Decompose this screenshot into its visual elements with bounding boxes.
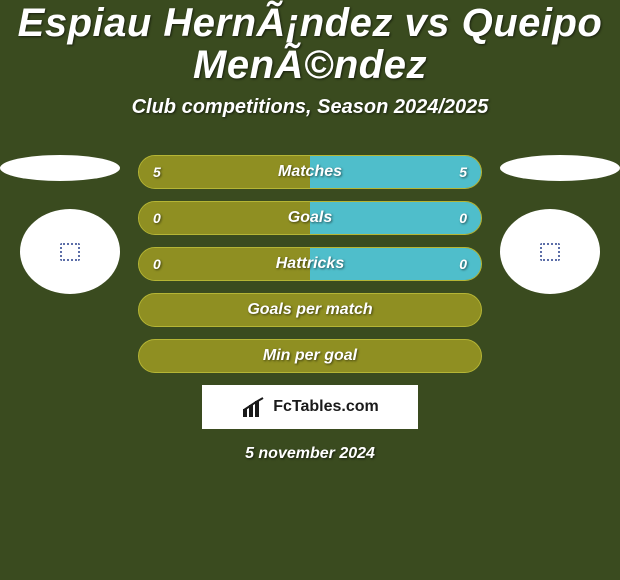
stat-fill-right xyxy=(310,202,481,234)
bars-icon xyxy=(241,397,267,417)
stat-value-right: 0 xyxy=(459,256,467,272)
player-left-badge xyxy=(20,209,120,294)
stat-label: Hattricks xyxy=(276,255,344,273)
stat-label: Min per goal xyxy=(263,347,357,365)
stat-value-left: 0 xyxy=(153,256,161,272)
player-right-badge xyxy=(500,209,600,294)
shirt-icon xyxy=(60,243,80,261)
stat-label: Matches xyxy=(278,163,342,181)
stat-value-left: 0 xyxy=(153,210,161,226)
stat-value-right: 0 xyxy=(459,210,467,226)
stat-row: Min per goal xyxy=(138,339,482,373)
comparison-card: Espiau HernÃ¡ndez vs Queipo MenÃ©ndez Cl… xyxy=(0,0,620,580)
date-text: 5 november 2024 xyxy=(0,445,620,463)
stat-fill-left xyxy=(139,202,310,234)
source-logo: FcTables.com xyxy=(202,385,418,429)
stat-row: Goals per match xyxy=(138,293,482,327)
player-left-ellipse xyxy=(0,155,120,181)
stat-label: Goals per match xyxy=(247,301,372,319)
player-right-ellipse xyxy=(500,155,620,181)
stat-row: Goals 0 0 xyxy=(138,201,482,235)
stats-area: Matches 5 5 Goals 0 0 Hattricks 0 0 Goals per mat… xyxy=(0,155,620,463)
source-logo-text: FcTables.com xyxy=(273,398,379,416)
stat-row: Hattricks 0 0 xyxy=(138,247,482,281)
stat-row: Matches 5 5 xyxy=(138,155,482,189)
stat-label: Goals xyxy=(288,209,332,227)
shirt-icon xyxy=(540,243,560,261)
stat-value-right: 5 xyxy=(459,164,467,180)
stat-rows: Matches 5 5 Goals 0 0 Hattricks 0 0 Goals per mat… xyxy=(138,155,482,373)
page-title: Espiau HernÃ¡ndez vs Queipo MenÃ©ndez xyxy=(0,2,620,86)
stat-value-left: 5 xyxy=(153,164,161,180)
page-subtitle: Club competitions, Season 2024/2025 xyxy=(0,96,620,119)
